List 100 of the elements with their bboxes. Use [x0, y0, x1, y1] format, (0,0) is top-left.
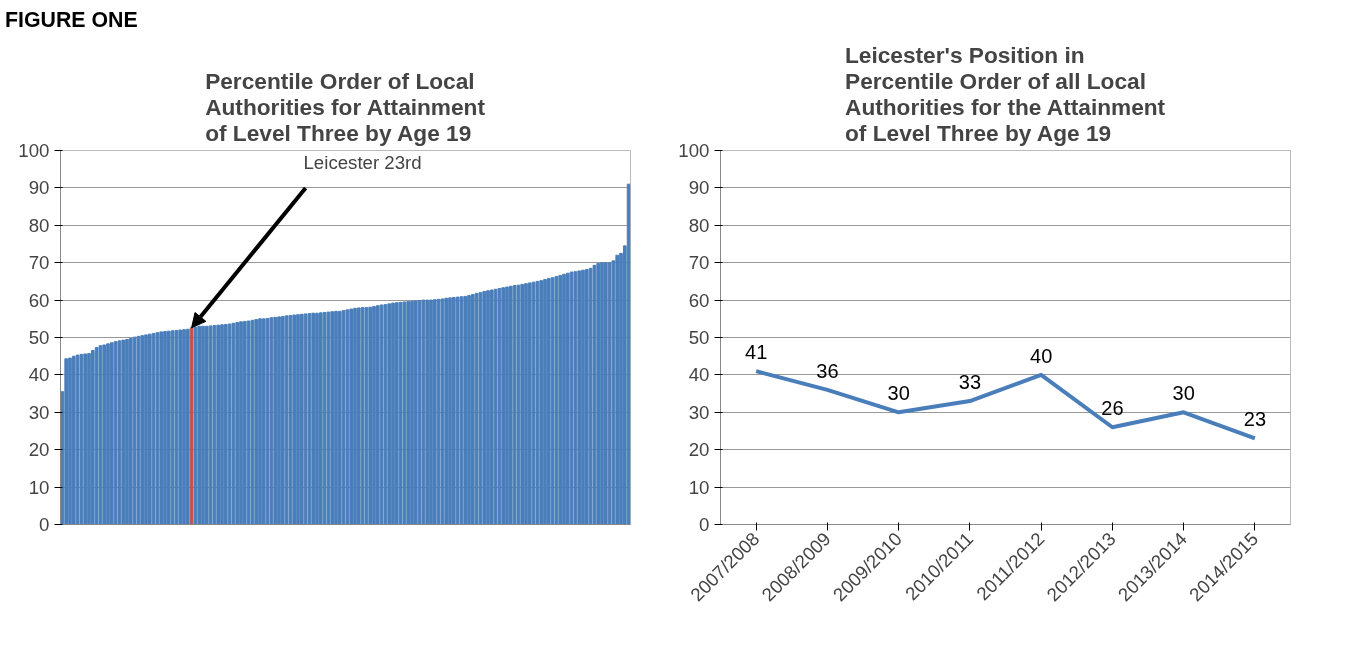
bar	[90, 350, 95, 525]
bar	[326, 311, 331, 525]
chart-title: Leicester's Position in Percentile Order of all Local Authorities for the Attainment of Level Three by Age 19	[845, 41, 1166, 146]
bar	[269, 317, 274, 525]
bar	[235, 322, 240, 525]
bar	[356, 307, 361, 525]
bar	[413, 300, 418, 525]
bar	[387, 303, 392, 525]
data-label: 30	[1172, 382, 1195, 405]
bar	[155, 332, 160, 525]
bar	[406, 301, 411, 525]
bar	[459, 296, 464, 525]
y-tick-label: 30	[28, 401, 50, 423]
bar	[489, 289, 494, 525]
y-tick-label: 50	[28, 327, 50, 348]
bar	[402, 301, 407, 525]
data-label: 40	[1030, 344, 1053, 367]
y-tick-label: 60	[688, 289, 710, 311]
bar	[83, 353, 88, 525]
y-tick-label: 80	[28, 214, 50, 236]
y-tick-label: 40	[688, 364, 710, 386]
bar	[140, 335, 145, 525]
bar	[573, 271, 578, 525]
bar	[478, 292, 483, 525]
bar	[330, 311, 335, 525]
y-tick-label: 70	[28, 252, 50, 274]
bar	[128, 337, 133, 525]
y-tick-label: 50	[688, 327, 710, 348]
bar	[166, 330, 171, 525]
bar	[136, 335, 141, 525]
bar	[185, 328, 190, 525]
bar	[482, 291, 487, 525]
bar	[273, 316, 278, 525]
data-label: 36	[816, 359, 839, 382]
bar	[174, 329, 179, 525]
y-tick-label: 40	[28, 364, 50, 386]
bar	[394, 302, 399, 525]
bar	[178, 329, 183, 525]
bar	[383, 304, 388, 525]
bar	[451, 296, 456, 525]
bar	[463, 295, 468, 525]
bar	[421, 299, 426, 525]
bar	[444, 297, 449, 525]
bar	[71, 355, 76, 525]
data-label: 41	[745, 341, 768, 364]
bar	[307, 313, 312, 525]
data-label: 26	[1101, 397, 1124, 420]
bar	[425, 299, 430, 525]
bar	[337, 310, 342, 525]
bar	[223, 323, 228, 525]
bar	[280, 316, 285, 525]
bar	[311, 312, 316, 525]
bar	[254, 319, 259, 525]
bar	[520, 283, 525, 525]
data-label: 23	[1243, 408, 1266, 431]
bar	[349, 308, 354, 525]
bar	[121, 339, 126, 525]
bar	[231, 322, 236, 525]
bar	[64, 358, 69, 525]
y-tick-label: 100	[678, 140, 710, 161]
bar	[440, 298, 445, 525]
y-tick-label: 10	[688, 476, 710, 498]
y-tick-label: 0	[699, 514, 710, 535]
y-tick-label: 20	[688, 439, 710, 461]
y-tick-label: 90	[28, 177, 50, 199]
y-tick-label: 60	[28, 289, 50, 311]
bar	[535, 280, 540, 525]
bar	[584, 268, 589, 525]
bar	[212, 325, 217, 525]
bar	[98, 345, 103, 525]
bar	[147, 333, 152, 525]
bar	[79, 353, 84, 525]
data-label: 30	[887, 382, 910, 405]
bar	[603, 262, 608, 525]
bar	[497, 288, 502, 525]
bar	[102, 344, 107, 525]
y-tick-label: 20	[28, 439, 50, 461]
bar	[554, 276, 559, 525]
bar	[546, 277, 551, 525]
annotation: Leicester 23rd	[303, 152, 422, 174]
bar	[364, 307, 369, 525]
y-tick-label: 30	[688, 401, 710, 423]
bar	[516, 284, 521, 525]
bar	[539, 280, 544, 525]
bar	[288, 314, 293, 525]
bar	[577, 270, 582, 525]
bar	[558, 274, 563, 525]
bar	[242, 320, 247, 525]
bar	[615, 254, 620, 525]
bar	[109, 342, 114, 525]
bar	[318, 312, 323, 525]
bar	[508, 285, 513, 525]
bar	[117, 340, 122, 525]
bar	[565, 272, 570, 525]
bar	[159, 331, 164, 525]
bar	[261, 318, 266, 525]
bar	[375, 305, 380, 525]
bar	[204, 325, 209, 525]
y-tick-label: 90	[688, 177, 710, 199]
data-label: 33	[958, 371, 981, 394]
